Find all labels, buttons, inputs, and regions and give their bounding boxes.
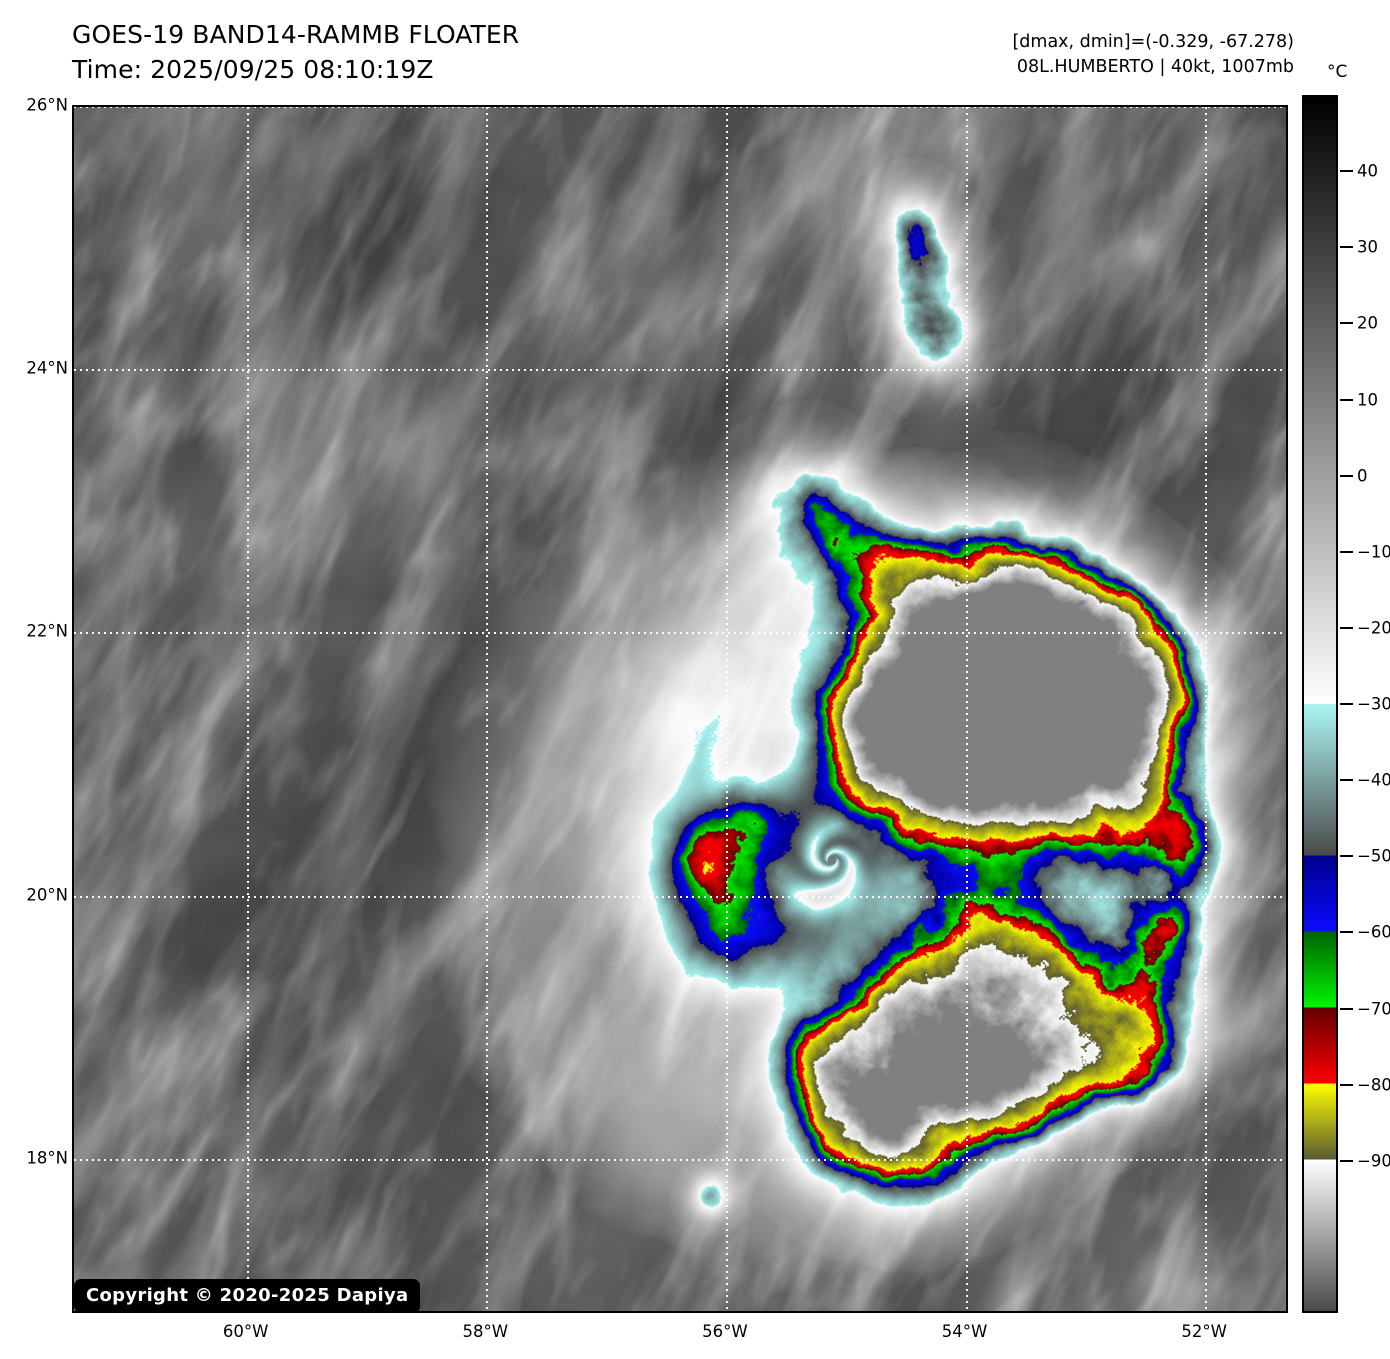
- lon-tick-label: 58°W: [462, 1322, 509, 1341]
- lon-tick-label: 56°W: [702, 1322, 748, 1341]
- storm-info-label: 08L.HUMBERTO | 40kt, 1007mb: [1016, 56, 1294, 77]
- colorbar-tick-label: −70: [1357, 999, 1390, 1018]
- temperature-colorbar[interactable]: [1302, 95, 1338, 1313]
- colorbar-tick-mark: [1340, 322, 1353, 325]
- colorbar-unit-label: °C: [1327, 62, 1348, 82]
- lat-tick-label: 22°N: [26, 621, 68, 641]
- lon-tick-label: 54°W: [941, 1322, 988, 1341]
- colorbar-tick-mark: [1340, 398, 1353, 401]
- colorbar-tick-mark: [1340, 931, 1353, 934]
- colorbar-tick-label: 40: [1357, 161, 1378, 181]
- infrared-satellite-imagery: [74, 107, 1286, 1311]
- satellite-image-plot[interactable]: Copyright © 2020-2025 Dapiya: [72, 105, 1288, 1313]
- colorbar-tick-label: −40: [1357, 770, 1390, 790]
- title-block: GOES-19 BAND14-RAMMB FLOATER Time: 2025/…: [72, 18, 519, 87]
- colorbar-tick-label: −60: [1357, 922, 1390, 942]
- colorbar-tick-mark: [1340, 550, 1353, 553]
- lat-tick-label: 20°N: [26, 885, 68, 905]
- colorbar-tick-label: −50: [1357, 846, 1390, 866]
- colorbar-tick-mark: [1340, 170, 1353, 173]
- colorbar-tick-mark: [1340, 1007, 1353, 1010]
- colorbar-tick-label: −30: [1357, 694, 1390, 714]
- lat-tick-label: 26°N: [26, 95, 68, 115]
- colorbar-gradient: [1304, 97, 1336, 1311]
- colorbar-tick-label: −10: [1357, 542, 1390, 562]
- colorbar-tick-label: 20: [1357, 313, 1378, 333]
- colorbar-tick-label: −90: [1357, 1151, 1390, 1171]
- lon-tick-label: 52°W: [1181, 1322, 1227, 1341]
- metadata-block: [dmax, dmin]=(-0.329, -67.278) 08L.HUMBE…: [1012, 30, 1294, 80]
- timestamp-label: Time: 2025/09/25 08:10:19Z: [72, 54, 434, 84]
- lat-tick-label: 18°N: [26, 1148, 68, 1168]
- page-title: GOES-19 BAND14-RAMMB FLOATER: [72, 20, 520, 49]
- colorbar-tick-mark: [1340, 1083, 1353, 1086]
- colorbar-tick-label: −80: [1357, 1075, 1390, 1095]
- colorbar-tick-label: 10: [1357, 390, 1378, 409]
- colorbar-tick-label: 30: [1357, 237, 1378, 257]
- colorbar-tick-mark: [1340, 703, 1353, 705]
- lat-tick-label: 24°N: [26, 358, 68, 378]
- colorbar-tick-mark: [1340, 855, 1353, 858]
- colorbar-tick-mark: [1340, 626, 1353, 629]
- colorbar-tick-label: 0: [1357, 466, 1368, 486]
- colorbar-tick-mark: [1340, 474, 1353, 477]
- lon-tick-label: 60°W: [222, 1322, 269, 1341]
- colorbar-tick-label: −20: [1357, 618, 1390, 638]
- colorbar-tick-mark: [1340, 779, 1353, 782]
- colorbar-tick-mark: [1340, 1159, 1353, 1162]
- extrema-label: [dmax, dmin]=(-0.329, -67.278): [1012, 32, 1294, 52]
- copyright-watermark: Copyright © 2020-2025 Dapiya: [74, 1279, 421, 1311]
- colorbar-tick-mark: [1340, 246, 1353, 249]
